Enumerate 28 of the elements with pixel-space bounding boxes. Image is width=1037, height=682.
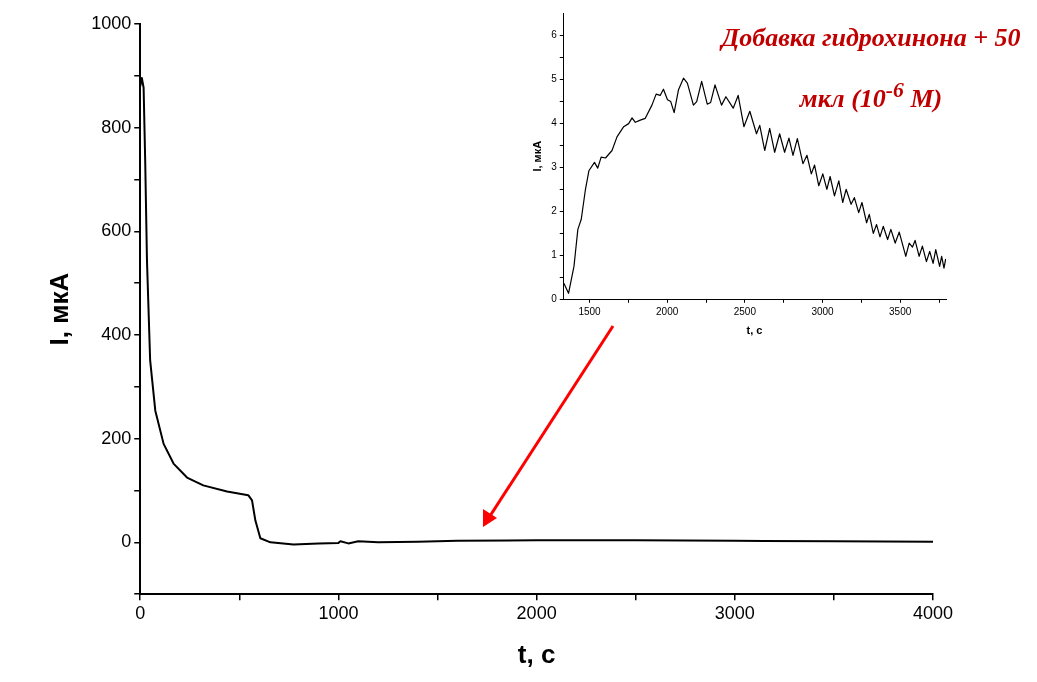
y-tick-label: 5 [551,72,558,84]
y-tick-label: 0 [121,531,132,552]
x-axis-title: t, с [746,324,763,337]
y-axis-title: I, мкА [43,272,74,346]
x-tick-label: 2000 [656,305,679,317]
x-tick-label: 1500 [578,305,602,317]
x-tick-label: 4000 [912,602,954,623]
y-tick-label: 200 [101,427,132,448]
y-tick-label: 1 [551,249,558,261]
x-tick-label: 3000 [811,305,835,317]
y-tick-label: 6 [551,28,558,40]
x-tick-label: 2000 [516,602,557,623]
x-tick-label: 3500 [889,305,912,317]
x-tick-label: 1000 [318,602,359,623]
y-axis-title: I, мкА [530,140,543,172]
text: Добавка гидрохинона + 50 мкл (10$^{-6}$ M) [721,23,1021,113]
y-tick-label: 400 [101,323,132,344]
x-tick-label: 0 [135,602,146,623]
y-tick-label: 1000 [91,12,132,33]
y-tick-label: 3 [551,161,558,172]
y-tick-label: 0 [551,293,558,305]
x-axis-title: t, с [517,638,556,669]
y-tick-label: 800 [101,116,132,137]
y-tick-label: 2 [551,205,558,217]
x-tick-label: 3000 [714,602,755,623]
y-tick-label: 4 [551,116,558,128]
x-tick-label: 2500 [733,305,757,317]
y-tick-label: 600 [101,220,132,241]
